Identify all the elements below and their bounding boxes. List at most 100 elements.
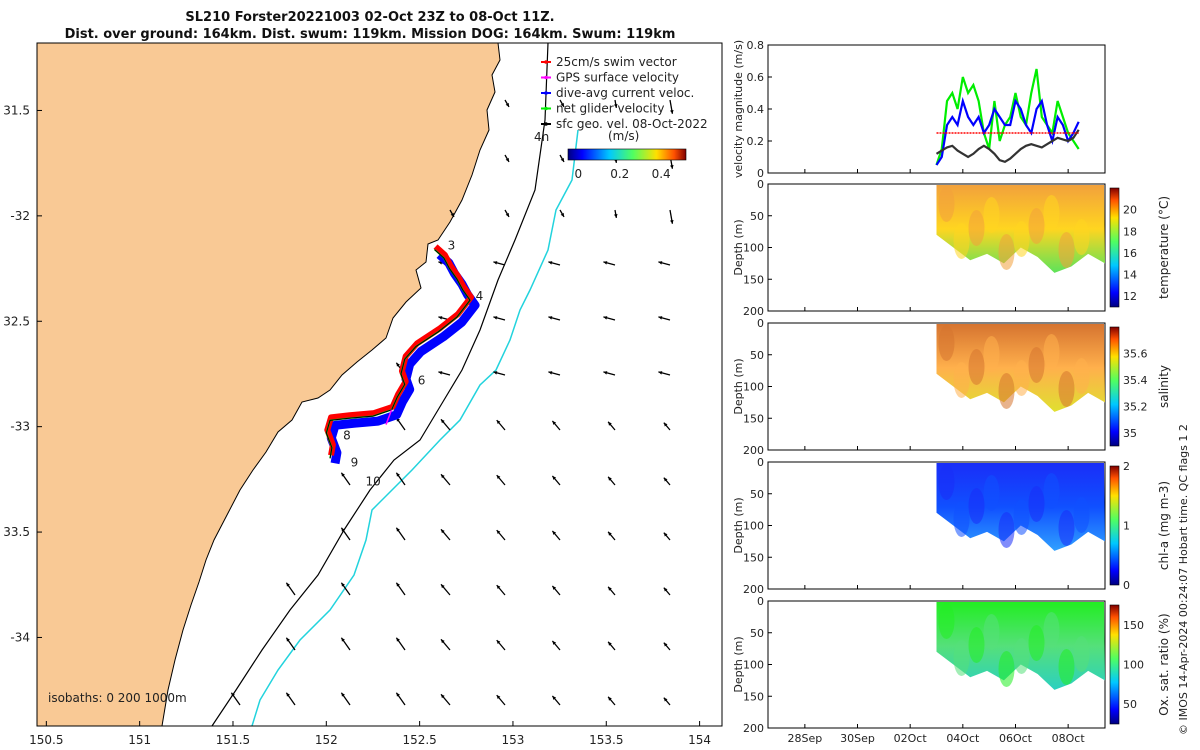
arrow-head [560, 102, 564, 107]
section-colorbar [1109, 604, 1120, 725]
colorbar-tick: 0 [1123, 579, 1130, 592]
velocity-arrow [395, 472, 406, 486]
y-tick-label: -32 [10, 209, 30, 223]
y-axis-label: Depth (m) [732, 636, 745, 692]
arrow-head [441, 584, 445, 589]
velocity-arrow [551, 475, 561, 486]
arrow-head [663, 697, 668, 702]
x-tick-label: 02Oct [894, 732, 928, 745]
section-data-patch [983, 197, 1000, 233]
y-tick-label: 50 [750, 627, 764, 640]
velocity-series-line [935, 96, 1080, 166]
velocity-arrow [496, 694, 506, 706]
velocity-arrow [658, 316, 671, 321]
colorbar-tick: 50 [1123, 698, 1137, 711]
section-data-patch [1058, 232, 1075, 268]
velocity-arrow [496, 419, 506, 431]
track-time-label: 10 [366, 475, 381, 489]
arrow-head [560, 157, 564, 162]
arrow-head [441, 419, 445, 424]
y-tick-label: 0 [757, 178, 764, 191]
colorbar-tick: 0.2 [610, 167, 629, 181]
colorbar-label: temperature (°C) [1157, 196, 1171, 299]
section-data-patch [983, 614, 1000, 650]
legend-marker [544, 60, 548, 64]
colorbar-tick: 35.2 [1123, 400, 1148, 413]
velocity-arrow [340, 582, 351, 596]
velocity-arrow [285, 582, 296, 596]
x-tick-label: 08Oct [1052, 732, 1086, 745]
arrow-head [496, 695, 501, 700]
velocity-arrow [607, 531, 616, 541]
velocity-arrow [551, 695, 561, 706]
velocity-arrow [607, 641, 616, 651]
velocity-arrow [613, 99, 618, 108]
colorbar-tick: 150 [1123, 619, 1144, 632]
velocity-series-line [935, 68, 1080, 166]
section-data-patch [938, 186, 955, 222]
y-tick-label: 0.8 [747, 39, 765, 52]
velocity-arrow [658, 261, 671, 266]
velocity-arrow [607, 421, 616, 431]
y-tick-label: 150 [743, 273, 764, 286]
velocity-arrow [663, 532, 671, 541]
velocity-arrow [669, 99, 674, 114]
colorbar-tick: 100 [1123, 659, 1144, 672]
section-data-patch [1043, 195, 1060, 231]
arrow-head [663, 642, 668, 647]
legend-entry: GPS surface velocity [556, 71, 679, 85]
arrow-head [286, 637, 290, 642]
arrow-head [608, 641, 612, 646]
velocity-arrow [663, 642, 671, 651]
x-tick-label: 04Oct [946, 732, 980, 745]
y-tick-label: 0.4 [747, 103, 765, 116]
x-tick-label: 152.5 [402, 733, 436, 747]
x-tick-label: 30Sep [840, 732, 875, 745]
velocity-series-line [935, 129, 1080, 163]
colorbar-tick: 14 [1123, 269, 1137, 282]
arrow-head [438, 371, 443, 375]
section-data-patch [938, 464, 955, 500]
y-tick-label: 100 [743, 659, 764, 672]
y-tick-label: 32.5 [3, 314, 30, 328]
velocity-arrow [496, 474, 506, 486]
velocity-arrow [551, 640, 561, 651]
arrow-head [493, 261, 498, 265]
arrow-head [396, 582, 400, 587]
colorbar-tick: 0.4 [652, 167, 671, 181]
velocity-arrow [493, 371, 506, 376]
arrow-head [560, 212, 564, 217]
arrow-head [552, 585, 557, 590]
velocity-arrow [395, 527, 406, 541]
velocity-arrow [663, 697, 671, 706]
velocity-arrow [440, 418, 451, 431]
y-tick-label: 200 [743, 722, 764, 735]
velocity-arrow [551, 585, 561, 596]
arrow-head [441, 529, 445, 534]
arrow-head [658, 371, 663, 375]
colorbar-label: Ox. sat. ratio (%) [1157, 613, 1171, 715]
arrow-head [231, 692, 235, 697]
velocity-arrow [340, 637, 351, 651]
arrow-head [603, 261, 608, 265]
velocity-arrow [496, 584, 506, 596]
arrow-head [552, 640, 557, 645]
section-data-patch [1013, 499, 1030, 535]
arrow-head [658, 261, 663, 265]
arrow-head [505, 212, 509, 217]
section-data-patch [953, 501, 970, 537]
colorbar-tick: 12 [1123, 290, 1137, 303]
colorbar-tick: 35.4 [1123, 374, 1148, 387]
velocity-arrow [548, 316, 561, 321]
section-data-patch [938, 603, 955, 639]
track-time-label: 9 [351, 456, 359, 470]
arrow-head [286, 692, 290, 697]
section-data-patch [968, 488, 985, 524]
y-tick-label: 50 [750, 210, 764, 223]
colorbar-label: salinity [1157, 365, 1171, 408]
y-tick-label: 200 [743, 583, 764, 596]
section-data-patch [1013, 360, 1030, 396]
section-data-patch [953, 640, 970, 676]
section-data-patch [1013, 638, 1030, 674]
